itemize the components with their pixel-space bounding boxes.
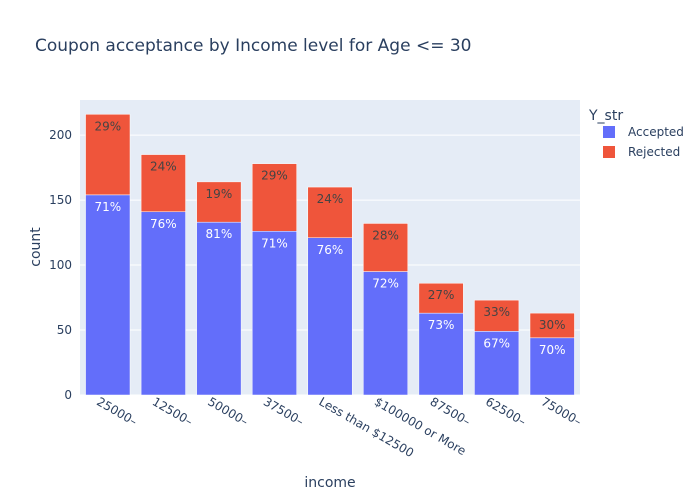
x-tick-label: 12500– xyxy=(150,394,195,428)
bar-accepted xyxy=(140,211,186,396)
legend: Y_str Accepted Rejected xyxy=(588,108,684,159)
x-tick-labels: 25000– 12500– 50000– 37500– Less than $12500… xyxy=(94,394,584,460)
bar-rejected xyxy=(418,282,464,314)
legend-item-accepted: Accepted xyxy=(628,125,684,139)
bar-label-accepted: 67% xyxy=(483,336,510,350)
bar-label-accepted: 81% xyxy=(206,227,233,241)
x-tick-label: 37500– xyxy=(261,394,306,428)
bar-label-rejected: 28% xyxy=(372,228,399,242)
bar-rejected xyxy=(196,181,242,223)
bar-accepted xyxy=(474,331,520,396)
bars: 71% 29% 76% 24% 81% 19% 71% 29% 76% 24% 72% 28% 73% 2… xyxy=(85,114,575,396)
legend-swatch-accepted xyxy=(603,126,615,138)
bar-label-rejected: 29% xyxy=(94,119,121,133)
x-tick-label: 75000– xyxy=(539,394,584,428)
bar-label-accepted: 72% xyxy=(372,277,399,291)
bar-accepted xyxy=(307,237,353,396)
bar-accepted xyxy=(529,337,575,396)
bar-label-rejected: 30% xyxy=(539,318,566,332)
x-tick-label: 87500– xyxy=(428,394,473,428)
bar-accepted xyxy=(251,231,297,396)
bar-label-rejected: 33% xyxy=(483,305,510,319)
legend-item-rejected: Rejected xyxy=(628,145,680,159)
bar-label-accepted: 71% xyxy=(261,236,288,250)
bar-rejected xyxy=(251,163,297,232)
legend-swatch-rejected xyxy=(603,146,615,158)
chart-title: Coupon acceptance by Income level for Ag… xyxy=(35,36,471,56)
bar-rejected xyxy=(307,186,353,239)
y-tick-label: 50 xyxy=(57,323,72,337)
bar-label-rejected: 29% xyxy=(261,169,288,183)
x-tick-label: $100000 or More xyxy=(372,394,468,458)
bar-label-rejected: 19% xyxy=(206,187,233,201)
legend-title: Y_str xyxy=(588,108,623,124)
bar-label-rejected: 24% xyxy=(150,160,177,174)
y-axis-title: count xyxy=(28,227,44,267)
bar-rejected xyxy=(363,223,409,272)
x-tick-label: 62500– xyxy=(483,394,528,428)
bar-label-accepted: 71% xyxy=(94,200,121,214)
bar-label-rejected: 27% xyxy=(428,288,455,302)
bar-accepted xyxy=(85,194,131,396)
bar-label-accepted: 73% xyxy=(428,318,455,332)
y-tick-label: 150 xyxy=(49,193,72,207)
bar-rejected xyxy=(529,312,575,339)
bar-rejected xyxy=(85,114,131,196)
bar-accepted xyxy=(363,271,409,396)
y-tick-label: 200 xyxy=(49,128,72,142)
bar-accepted xyxy=(418,312,464,396)
x-tick-label: Less than $12500 xyxy=(317,394,417,460)
bar-accepted xyxy=(196,221,242,396)
y-tick-label: 0 xyxy=(64,388,72,402)
bar-label-accepted: 76% xyxy=(317,243,344,257)
y-tick-labels: 0 50 100 150 200 xyxy=(49,128,72,402)
x-tick-label: 50000– xyxy=(205,394,250,428)
bar-rejected xyxy=(474,299,520,332)
x-axis-title: income xyxy=(304,475,355,491)
y-tick-label: 100 xyxy=(49,258,72,272)
bar-label-accepted: 76% xyxy=(150,217,177,231)
x-tick-label: 25000– xyxy=(94,394,139,428)
bar-label-accepted: 70% xyxy=(539,343,566,357)
bar-rejected xyxy=(140,154,186,213)
bar-label-rejected: 24% xyxy=(317,192,344,206)
